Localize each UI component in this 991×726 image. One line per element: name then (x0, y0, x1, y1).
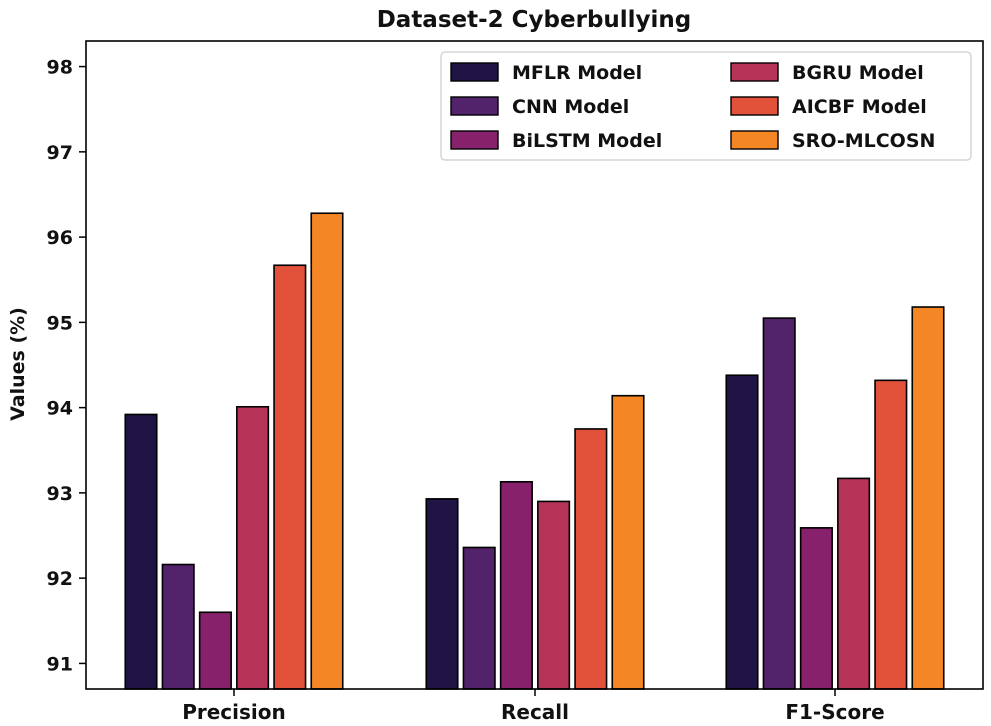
bar-mflr-model-f1-score (725, 374, 759, 690)
bars (124, 212, 945, 690)
legend: MFLR Model CNN Model BiLSTM Model BGRU Mode… (440, 51, 972, 161)
bar-sro-mlcosn-precision (310, 212, 344, 690)
x-tick-label: Recall (501, 700, 569, 724)
legend-swatch (730, 130, 779, 150)
x-tick-label: Precision (182, 700, 286, 724)
bar-bgru-model-precision (236, 405, 270, 690)
bar-bilstm-model-f1-score (799, 527, 833, 690)
bar-aicbf-model-f1-score (874, 379, 908, 690)
y-tick-label: 96 (47, 227, 73, 249)
bar-bgru-model-recall (537, 500, 571, 690)
bar-bgru-model-f1-score (837, 477, 871, 690)
legend-swatch (730, 62, 779, 82)
bar-cnn-model-f1-score (762, 317, 796, 690)
y-axis-label: Values (%) (7, 307, 29, 421)
legend-label: CNN Model (512, 96, 629, 118)
legend-label: AICBF Model (792, 96, 927, 118)
y-tick-label: 92 (47, 568, 73, 590)
legend-label: SRO-MLCOSN (792, 130, 935, 152)
bar-aicbf-model-recall (574, 428, 608, 690)
legend-label: BGRU Model (792, 62, 924, 84)
y-axis: 91 92 93 94 95 96 97 98 (47, 57, 86, 675)
x-axis: Precision Recall F1-Score (182, 689, 885, 724)
bar-cnn-model-recall (462, 546, 496, 690)
legend-label: MFLR Model (512, 62, 642, 84)
y-tick-label: 93 (47, 483, 73, 505)
bar-bilstm-model-precision (198, 611, 232, 690)
bar-mflr-model-precision (124, 413, 158, 690)
legend-swatch (450, 62, 499, 82)
legend-swatch (730, 96, 779, 116)
legend-swatch (450, 130, 499, 150)
bar-sro-mlcosn-f1-score (911, 306, 945, 690)
y-tick-label: 97 (47, 142, 73, 164)
bar-bilstm-model-recall (499, 481, 533, 690)
y-tick-label: 94 (47, 398, 73, 420)
legend-swatch (450, 96, 499, 116)
y-tick-label: 98 (47, 57, 73, 79)
legend-label: BiLSTM Model (512, 130, 662, 152)
bar-aicbf-model-precision (273, 264, 307, 690)
bar-cnn-model-precision (161, 563, 195, 690)
x-tick-label: F1-Score (785, 700, 884, 724)
y-tick-label: 91 (47, 653, 73, 675)
bar-sro-mlcosn-recall (611, 394, 645, 690)
bar-mflr-model-recall (425, 498, 459, 690)
chart-title: Dataset-2 Cyberbullying (377, 7, 692, 33)
y-tick-label: 95 (47, 312, 73, 334)
legend-frame (440, 51, 972, 161)
